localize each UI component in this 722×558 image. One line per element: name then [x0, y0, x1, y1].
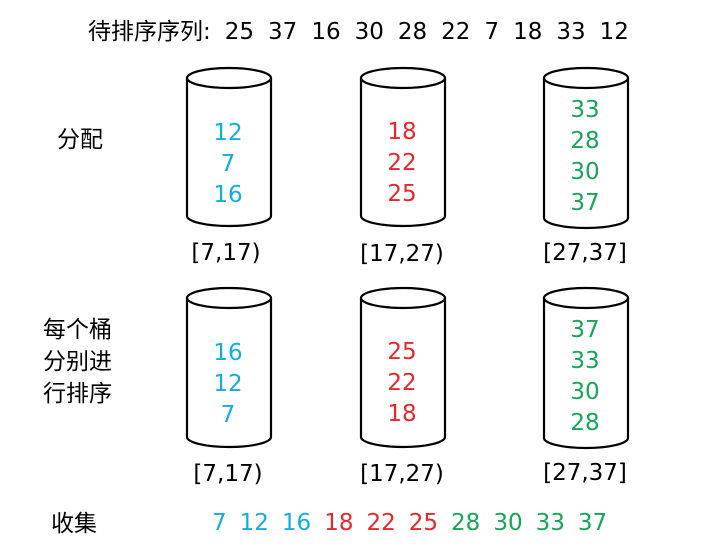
range-label: [17,27): [360, 241, 444, 267]
bucket-contents: 18 22 25: [362, 117, 442, 210]
sequence-number: 18: [513, 19, 543, 45]
bucket-contents: 37 33 30 28: [545, 315, 625, 439]
distribute-label: 分配: [57, 127, 103, 153]
collected-number: 33: [535, 510, 565, 536]
range-label: [27,37]: [543, 240, 627, 266]
bucket-number: 37: [570, 190, 600, 216]
collected-sequence: 7 12 16 18 22 25 28 30 33 37: [212, 510, 620, 536]
bucket-number: 12: [213, 120, 243, 146]
bucket-contents: 16 12 7: [188, 338, 268, 431]
sequence-label: 待排序序列:: [88, 19, 211, 45]
bucket-number: 30: [570, 159, 600, 185]
range-label: [17,27): [360, 461, 444, 487]
collected-number: 28: [451, 510, 481, 536]
bucket-number: 16: [213, 182, 243, 208]
bucket-cylinder: [542, 66, 630, 230]
collected-number: 18: [324, 510, 354, 536]
range-label: [27,37]: [543, 460, 627, 486]
collected-number: 16: [281, 510, 312, 536]
bucket-number: 7: [220, 151, 236, 177]
sort-each-label-line: 每个桶: [43, 317, 112, 343]
collected-number: 12: [239, 510, 269, 536]
bucket-contents: 12 7 16: [188, 118, 268, 211]
sequence-number: 7: [484, 19, 500, 45]
bucket-number: 37: [570, 317, 600, 343]
bucket-contents: 33 28 30 37: [545, 95, 625, 219]
bucket-number: 25: [387, 339, 417, 365]
sequence-number: 25: [224, 19, 255, 45]
sequence-number: 33: [556, 19, 586, 45]
collect-label: 收集: [51, 511, 97, 537]
collected-number: 7: [212, 510, 227, 536]
sequence-title: 待排序序列: 25 37 16 30 28 22 7 18 33 12: [88, 12, 629, 46]
collected-number: 22: [366, 510, 396, 536]
sort-each-label: 每个桶 分别进 行排序: [43, 314, 112, 410]
sequence-number: 28: [397, 19, 428, 45]
bucket-number: 22: [387, 370, 417, 396]
bucket-cylinder: [542, 286, 630, 450]
bucket-number: 33: [570, 97, 600, 123]
bucket-number: 12: [213, 371, 243, 397]
bucket-number: 7: [220, 402, 236, 428]
sequence-number: 22: [441, 19, 471, 45]
bucket-number: 18: [387, 119, 417, 145]
sequence-number: 16: [311, 19, 341, 45]
sequence-number: 12: [599, 19, 629, 45]
sort-each-label-line: 分别进: [43, 349, 112, 375]
bucket-number: 18: [387, 401, 417, 427]
bucket-cylinder: [359, 66, 447, 228]
collected-number: 37: [577, 510, 608, 536]
bucket-number: 16: [213, 340, 243, 366]
range-label: [7,17): [191, 240, 261, 266]
bucket-number: 28: [570, 410, 600, 436]
bucket-number: 33: [570, 348, 600, 374]
bucket-contents: 25 22 18: [362, 337, 442, 430]
bucket-number: 30: [570, 379, 600, 405]
bucket-number: 22: [387, 150, 417, 176]
bucket-cylinder: [359, 286, 447, 449]
collected-number: 30: [493, 510, 523, 536]
sort-each-label-line: 行排序: [43, 381, 112, 407]
sequence-number: 37: [268, 19, 298, 45]
sequence-values: 25 37 16 30 28 22 7 18 33 12: [211, 19, 629, 45]
range-label: [7,17): [193, 461, 263, 487]
bucket-cylinder: [185, 286, 273, 449]
sequence-number: 30: [354, 19, 384, 45]
bucket-number: 25: [387, 181, 417, 207]
bucket-cylinder: [185, 66, 273, 228]
collected-number: 25: [408, 510, 439, 536]
bucket-number: 28: [570, 128, 600, 154]
